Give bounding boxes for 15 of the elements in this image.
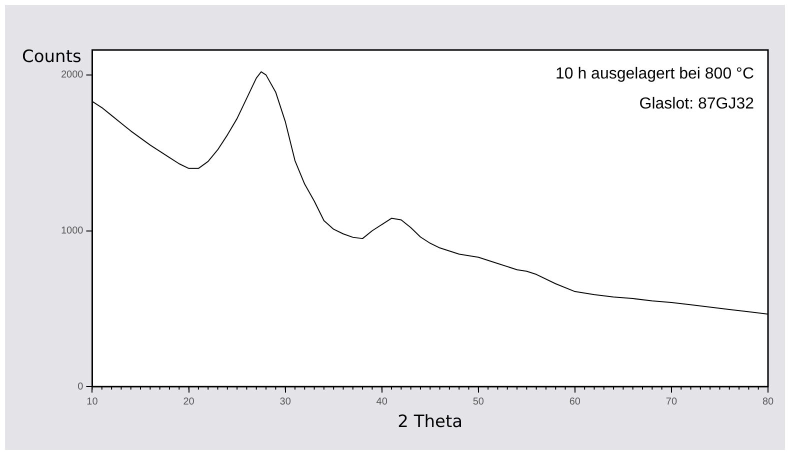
- x-tick-label: 10: [86, 396, 98, 408]
- annotation: Glaslot: 87GJ32: [639, 95, 754, 112]
- x-tick-label: 50: [472, 396, 484, 408]
- x-tick-label: 70: [666, 396, 678, 408]
- y-tick-label: 2000: [60, 70, 84, 81]
- y-tick-label: 0: [78, 381, 84, 392]
- x-axis-title: 2 Theta: [398, 412, 463, 432]
- y-tick-label: 1000: [60, 226, 84, 237]
- x-tick-label: 80: [762, 396, 774, 408]
- y-axis-title: Counts: [22, 46, 82, 67]
- x-tick-label: 30: [280, 396, 292, 408]
- x-tick-label: 20: [183, 396, 195, 408]
- annotation: 10 h ausgelagert bei 800 °C: [555, 65, 754, 82]
- x-tick-label: 40: [376, 396, 388, 408]
- x-tick-label: 60: [569, 396, 581, 408]
